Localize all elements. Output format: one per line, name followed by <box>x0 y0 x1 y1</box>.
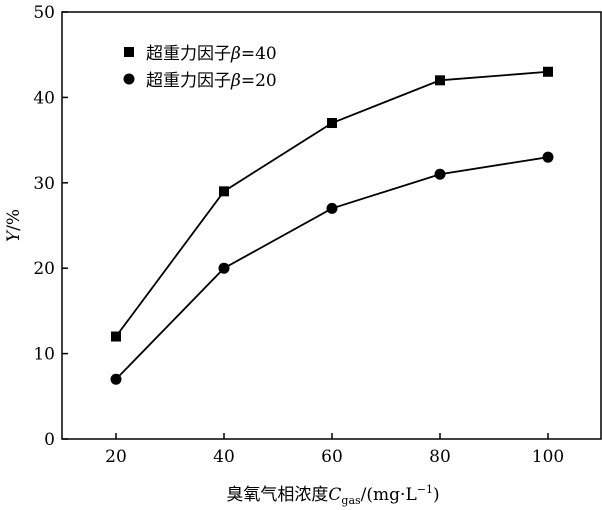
legend-label-0-symbol: β <box>230 44 241 64</box>
x-axis-title-subscript: gas <box>341 494 361 507</box>
legend: 超重力因子β=40 超重力因子β=20 <box>123 44 277 91</box>
legend-label-beta-40: 超重力因子β=40 <box>146 44 277 64</box>
y-tick-label: 0 <box>44 430 55 450</box>
plot-frame <box>61 11 602 440</box>
x-axis-title: 臭氧气相浓度Cgas/(mg·L−1) <box>226 483 439 507</box>
legend-marker-circle <box>123 73 135 85</box>
x-axis-title-unit: /(mg·L <box>361 485 417 505</box>
y-axis-title: Y/% <box>4 209 24 242</box>
axis-ticks: 0 10 20 30 40 50 20 40 60 80 100 <box>33 3 564 467</box>
point-square <box>543 66 553 77</box>
series-line-1 <box>115 156 549 380</box>
y-axis-title-symbol: Y <box>4 229 24 242</box>
point-square <box>327 118 337 129</box>
legend-label-0-prefix: 超重力因子 <box>146 44 231 64</box>
y-tick-label: 10 <box>33 345 55 365</box>
y-tick-label: 30 <box>33 174 55 194</box>
point-circle <box>326 202 338 214</box>
legend-label-1-symbol: β <box>230 71 241 91</box>
legend-marker-square <box>124 47 134 57</box>
x-axis-title-superscript: −1 <box>417 483 433 496</box>
y-tick-label: 20 <box>33 259 55 279</box>
x-tick-label: 40 <box>213 447 235 467</box>
point-circle <box>434 168 446 180</box>
point-square <box>219 186 229 197</box>
point-square <box>435 75 445 86</box>
point-square <box>111 331 121 342</box>
x-axis-title-close: ) <box>433 485 440 505</box>
x-tick-label: 80 <box>429 447 451 467</box>
y-tick-label: 50 <box>33 3 55 23</box>
point-circle <box>110 373 122 385</box>
legend-label-1-prefix: 超重力因子 <box>146 71 231 91</box>
y-tick-label: 40 <box>33 88 55 108</box>
x-axis-title-symbol: C <box>328 485 341 505</box>
x-axis-title-prefix: 臭氧气相浓度 <box>226 485 328 505</box>
legend-label-beta-20: 超重力因子β=20 <box>146 71 277 91</box>
y-axis-title-unit: /% <box>4 209 24 231</box>
series-layer <box>110 66 554 385</box>
x-tick-label: 20 <box>105 447 127 467</box>
x-tick-label: 60 <box>321 447 343 467</box>
legend-label-0-suffix: =40 <box>241 44 277 64</box>
legend-label-1-suffix: =20 <box>241 71 277 91</box>
point-circle <box>218 262 230 274</box>
x-tick-label: 100 <box>532 447 564 467</box>
point-circle <box>542 151 554 163</box>
